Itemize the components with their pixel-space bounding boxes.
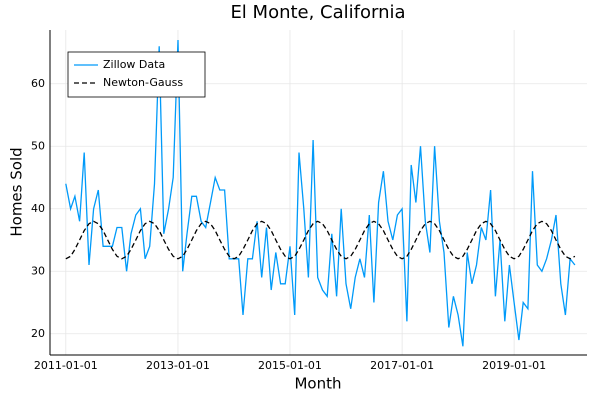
- x-tick-label: 2013-01-01: [146, 359, 210, 372]
- x-axis-label: Month: [294, 375, 341, 393]
- legend-label: Newton-Gauss: [103, 76, 183, 89]
- y-tick-label: 60: [31, 77, 45, 90]
- chart-title: El Monte, California: [230, 2, 405, 23]
- series-line: [65, 39, 576, 347]
- x-tick-label: 2017-01-01: [370, 359, 434, 372]
- y-tick-label: 50: [31, 139, 45, 152]
- legend-label: Zillow Data: [103, 58, 165, 71]
- y-axis-label: Homes Sold: [8, 147, 26, 236]
- legend-box: [67, 51, 206, 98]
- x-tick-label: 2015-01-01: [258, 359, 322, 372]
- x-tick-label: 2019-01-01: [482, 359, 546, 372]
- y-tick-label: 40: [31, 202, 45, 215]
- y-tick-label: 30: [31, 264, 45, 277]
- series-line: [65, 220, 576, 260]
- x-tick-label: 2011-01-01: [34, 359, 98, 372]
- y-tick-label: 20: [31, 327, 45, 340]
